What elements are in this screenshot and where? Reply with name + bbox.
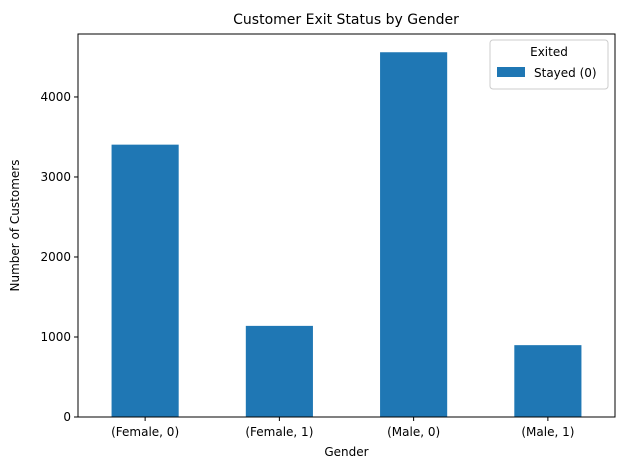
x-tick-label-3: (Male, 1) [521, 425, 574, 439]
y-tick-label-1: 1000 [40, 330, 71, 344]
bar-0 [111, 144, 179, 417]
y-tick-label-0: 0 [63, 410, 71, 424]
chart-title: Customer Exit Status by Gender [233, 12, 459, 28]
legend-entry-label: Stayed (0) [534, 66, 597, 80]
y-axis: 0 1000 2000 3000 4000 [40, 90, 78, 424]
bar-3 [514, 345, 582, 417]
x-axis: (Female, 0) (Female, 1) (Male, 0) (Male, 1) [111, 417, 574, 439]
plot-area: 0 1000 2000 3000 4000 (Female, 0) (Female, 1)… [40, 33, 616, 439]
x-axis-title: Gender [324, 445, 368, 459]
x-tick-label-2: (Male, 0) [387, 425, 440, 439]
legend-swatch [497, 67, 525, 77]
plot-frame [77, 33, 616, 418]
bar-2 [380, 52, 448, 417]
legend: Exited Stayed (0) [489, 39, 609, 90]
bar-1 [245, 325, 313, 417]
x-tick-label-0: (Female, 0) [111, 425, 179, 439]
y-tick-label-3: 3000 [40, 170, 71, 184]
legend-title: Exited [530, 45, 568, 59]
x-tick-label-1: (Female, 1) [245, 425, 313, 439]
y-axis-title: Number of Customers [8, 160, 22, 292]
bars-group [111, 52, 582, 417]
y-tick-label-2: 2000 [40, 250, 71, 264]
y-tick-label-4: 4000 [40, 90, 71, 104]
